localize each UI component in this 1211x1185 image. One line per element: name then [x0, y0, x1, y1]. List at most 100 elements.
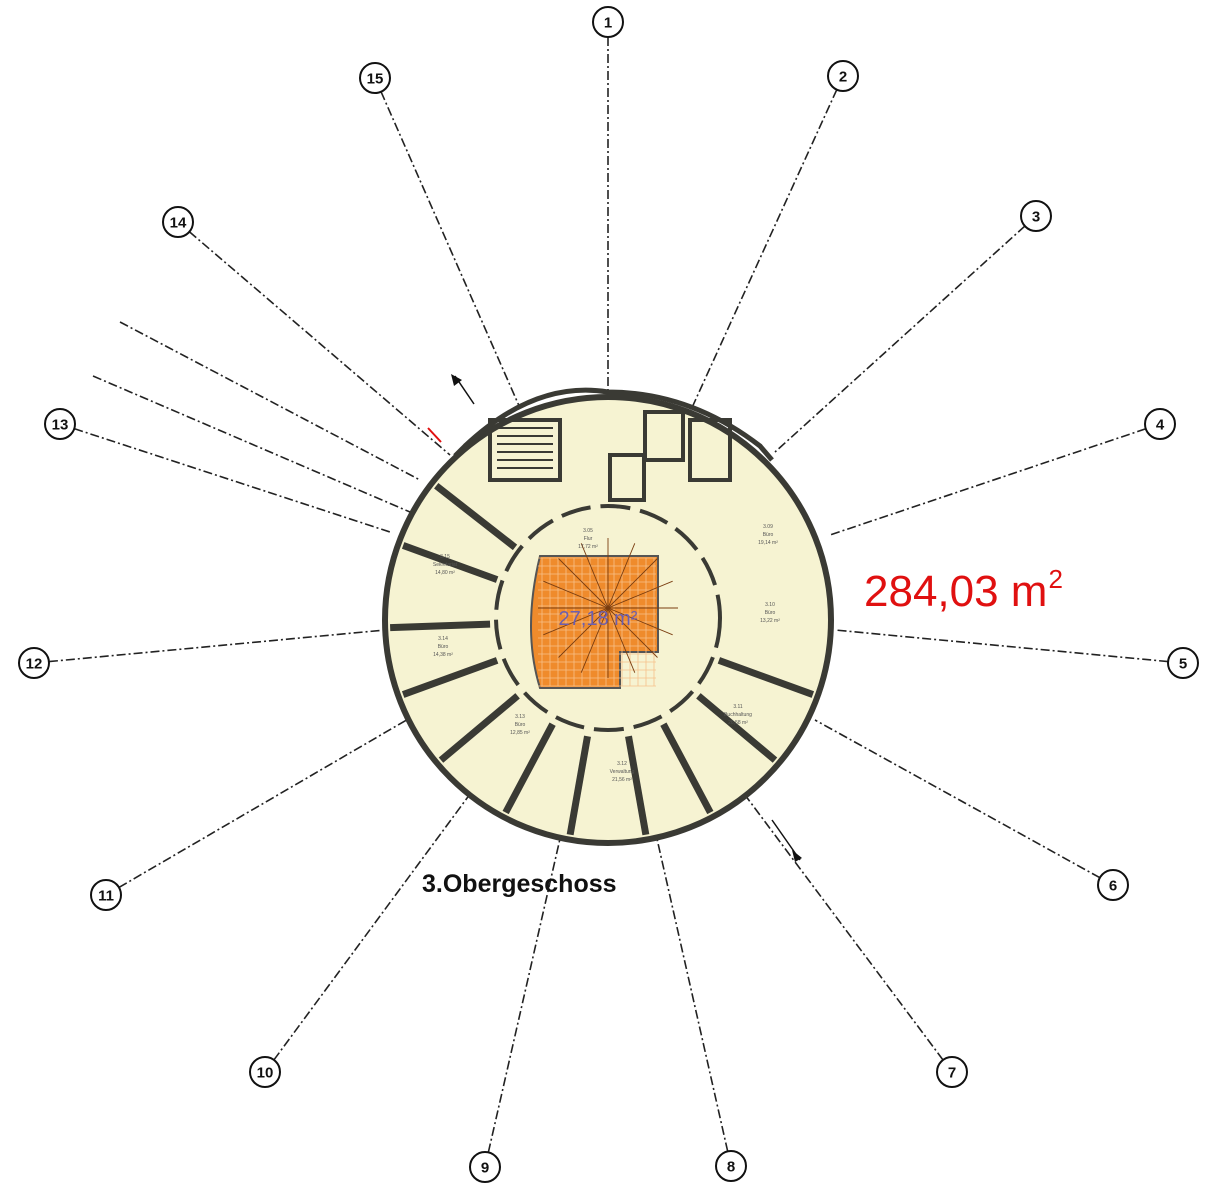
room-label-area: 17,72 m²	[578, 544, 598, 550]
room-label-area: 14,80 m²	[435, 570, 455, 576]
room-label-number: 3.09	[763, 524, 773, 530]
upper-room-wall	[608, 453, 646, 502]
axis-bubble-11	[90, 879, 122, 911]
axis-bubble-10	[249, 1056, 281, 1088]
axis-label-13: 13	[52, 417, 69, 434]
section-marker-top	[451, 374, 475, 405]
core-ray	[558, 607, 609, 658]
axis-bubble-12	[18, 647, 50, 679]
room-label-name: Büro	[765, 610, 776, 616]
core-ray	[543, 580, 609, 609]
core-grid	[538, 557, 656, 687]
room-label-name: Büro	[763, 532, 774, 538]
axis-line-15	[380, 91, 521, 409]
room-label-number: 3.10	[765, 602, 775, 608]
axis-line-3	[774, 225, 1026, 453]
core-ray	[607, 543, 636, 609]
section-marker-bottom	[771, 819, 802, 862]
axis-bubble-6	[1097, 869, 1129, 901]
axis-label-11: 11	[98, 888, 114, 905]
axis-bubble-15	[359, 62, 391, 94]
axis-bubble-7	[936, 1056, 968, 1088]
axis-label-3: 3	[1032, 209, 1040, 226]
room-label-number: 3.05	[583, 528, 593, 534]
axis-label-5: 5	[1179, 656, 1187, 673]
radial-walls	[390, 483, 815, 836]
inner-ring-wall	[494, 504, 722, 732]
total-area-exponent: 2	[1048, 564, 1063, 594]
core-ray	[543, 607, 609, 636]
core-ray	[580, 607, 609, 673]
axis-line-4	[829, 428, 1147, 536]
room-label-name: Büro	[515, 722, 526, 728]
axis-label-2: 2	[839, 69, 847, 86]
axis-bubble-13	[44, 408, 76, 440]
total-area-label: 284,03 m2	[864, 566, 1063, 614]
axis-bubble-1	[592, 6, 624, 38]
core-ray	[607, 607, 673, 636]
axis-line-12	[48, 629, 386, 663]
axis-label-15: 15	[367, 71, 384, 88]
room-label-area: 12,85 m²	[510, 730, 530, 736]
partition-wall	[502, 722, 556, 815]
partition-wall	[401, 657, 499, 698]
axis-line-7	[744, 794, 944, 1061]
room-label-number: 3.11	[733, 704, 743, 710]
red-mark	[427, 427, 442, 443]
axis-bubble-4	[1144, 408, 1176, 440]
axis-label-12: 12	[26, 656, 43, 673]
axis-line-11	[118, 717, 411, 889]
core-ray	[580, 543, 609, 609]
axis-line-14	[188, 231, 451, 456]
core-rays	[538, 538, 678, 678]
room-label-area: 19,14 m²	[758, 540, 778, 546]
partition-wall	[434, 483, 518, 551]
stair-core	[488, 418, 562, 482]
guide-line	[92, 375, 411, 513]
total-area-value: 284,03 m	[864, 567, 1048, 616]
building-outline: 27,18 m² 3.09 Büro 19,14 m² 3.10 Büro 13,22 m…	[382, 374, 834, 862]
room-label-number: 3.12	[617, 761, 627, 767]
room-label-area: 21,56 m²	[612, 777, 632, 783]
partition-wall	[696, 693, 778, 763]
axis-line-10	[273, 789, 474, 1061]
room-label-name: Sekretariat	[433, 562, 458, 568]
axis-label-7: 7	[948, 1065, 956, 1082]
partition-wall	[625, 735, 650, 836]
upper-room-wall	[643, 410, 685, 462]
partition-wall	[390, 620, 491, 632]
axis-bubble-3	[1020, 200, 1052, 232]
core-area-label: 27,18 m²	[559, 608, 638, 630]
room-label-name: Buchhaltung	[724, 712, 752, 718]
partition-wall	[660, 722, 714, 815]
axis-line-5	[834, 629, 1169, 663]
axis-label-9: 9	[481, 1160, 489, 1177]
axis-line-9	[487, 829, 563, 1153]
axis-label-10: 10	[257, 1065, 274, 1082]
room-label-area: 14,38 m²	[433, 652, 453, 658]
axis-line-2	[689, 89, 838, 413]
stair-treads	[497, 427, 553, 469]
core-ray	[558, 558, 609, 609]
partition-wall	[401, 542, 499, 583]
partition-wall	[438, 693, 520, 763]
room-label-area: 26,58 m²	[728, 720, 748, 726]
axis-line-8	[654, 829, 729, 1152]
axis-label-6: 6	[1109, 878, 1117, 895]
floor-title: 3.Obergeschoss	[422, 870, 617, 898]
core-ray	[607, 558, 658, 609]
core-ray	[607, 580, 673, 609]
axis-label-4: 4	[1156, 417, 1165, 434]
axis-label-1: 1	[604, 15, 612, 32]
guide-line	[119, 321, 421, 481]
room-label-number: 3.15	[440, 554, 450, 560]
partition-wall	[566, 735, 591, 836]
room-label-name: Verwaltung	[610, 769, 635, 775]
axis-line-13	[74, 427, 391, 533]
core-ray	[607, 607, 658, 658]
axis-bubble-8	[715, 1150, 747, 1182]
room-label-area: 13,22 m²	[760, 618, 780, 624]
axis-label-8: 8	[727, 1159, 735, 1176]
